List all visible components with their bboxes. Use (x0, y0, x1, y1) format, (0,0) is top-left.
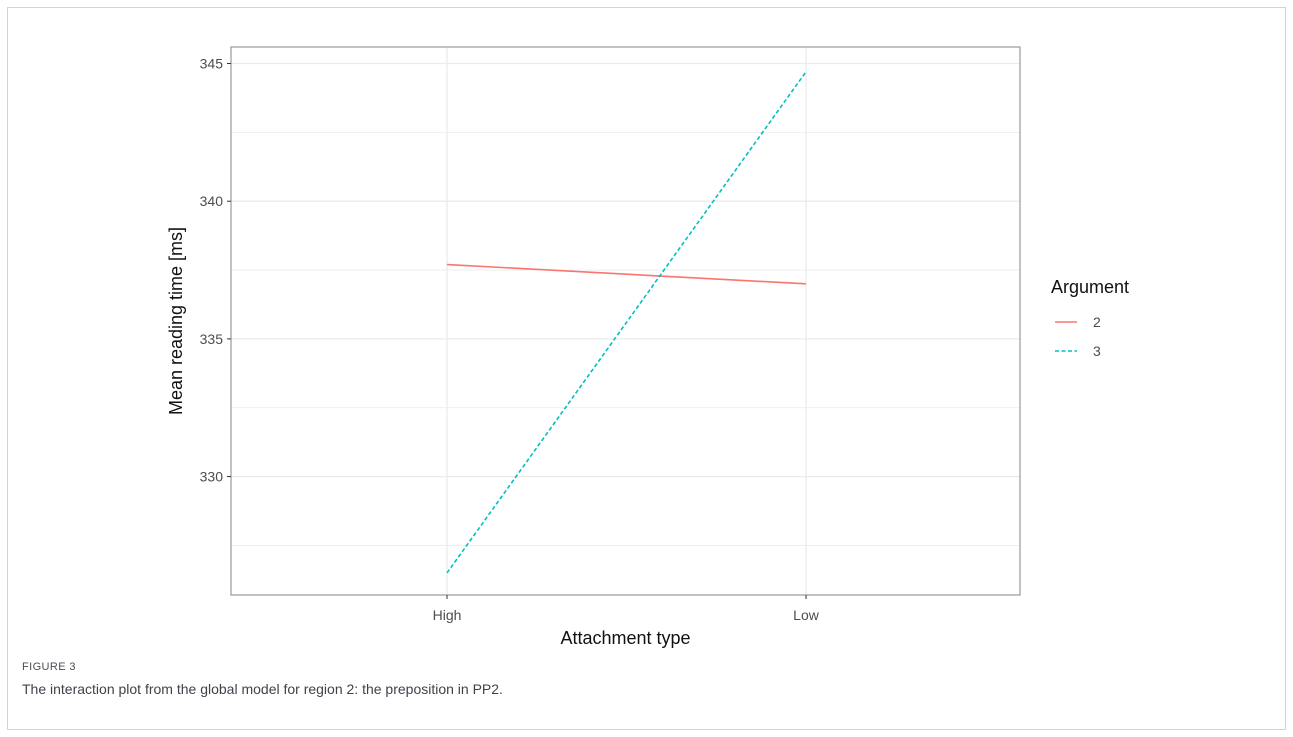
y-tick-label: 335 (200, 331, 224, 347)
legend-title: Argument (1051, 277, 1129, 297)
interaction-plot: 330 335 340 345 High Low Attachment type Mean… (166, 46, 1129, 648)
y-tick-label: 340 (200, 193, 224, 209)
series-line-2 (446, 263, 807, 285)
y-tick-label: 330 (200, 469, 224, 485)
panel-border (230, 46, 1021, 596)
x-tick-label: High (433, 607, 462, 623)
legend: Argument 2 3 (1051, 277, 1129, 359)
figure-label: FIGURE 3 (22, 661, 76, 673)
series-line-3 (446, 71, 807, 574)
x-tick-label: Low (793, 607, 820, 623)
y-axis-title: Mean reading time [ms] (166, 227, 186, 415)
series-layer (446, 71, 807, 574)
figure-frame (7, 7, 1286, 730)
legend-label-2: 2 (1093, 314, 1101, 330)
x-axis-title: Attachment type (560, 628, 690, 648)
y-tick-label: 345 (200, 56, 224, 72)
axis-layer: 330 335 340 345 High Low (200, 56, 820, 623)
figure-caption: The interaction plot from the global mod… (22, 681, 503, 697)
legend-label-3: 3 (1093, 343, 1101, 359)
grid-layer (231, 47, 1020, 595)
